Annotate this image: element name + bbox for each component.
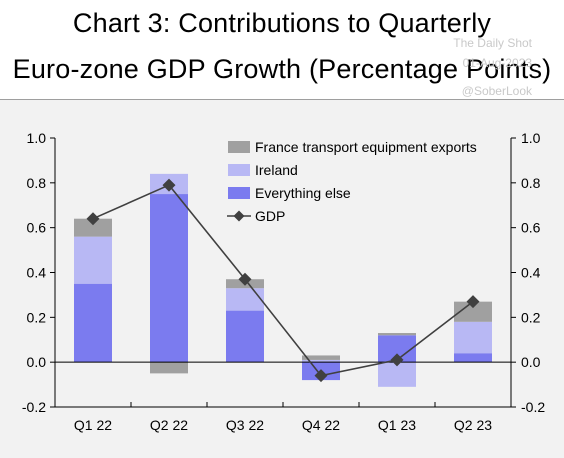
gdp-marker <box>390 353 404 367</box>
bar-segment <box>226 288 264 311</box>
legend-swatch <box>228 141 250 153</box>
watermark-date: 01-Aug-2023 <box>462 56 532 70</box>
right-tick-label: 0.2 <box>521 309 541 325</box>
x-tick-label: Q1 23 <box>378 417 416 433</box>
bar-segment <box>378 333 416 336</box>
right-tick-label: 0.8 <box>521 175 541 191</box>
bar-segment <box>454 353 492 363</box>
legend-label: GDP <box>255 208 285 224</box>
legend-marker-swatch <box>233 210 245 222</box>
left-tick-label: 1.0 <box>27 130 47 146</box>
chart-title-line-2: Euro-zone GDP Growth (Percentage Points) <box>12 54 552 84</box>
bar-segment <box>74 283 112 363</box>
bar-segment <box>226 310 264 363</box>
gdp-marker <box>314 369 328 383</box>
bar-segment <box>74 218 112 237</box>
bar-segment <box>454 301 492 322</box>
x-tick-label: Q2 23 <box>454 417 492 433</box>
legend-label: France transport equipment exports <box>255 139 477 155</box>
bar-segment <box>454 321 492 354</box>
gdp-marker <box>162 178 176 192</box>
gdp-marker <box>86 212 100 226</box>
bar-segment <box>302 355 340 360</box>
legend-label: Everything else <box>255 185 351 201</box>
x-tick-label: Q3 22 <box>226 417 264 433</box>
left-tick-label: 0.2 <box>27 309 47 325</box>
gdp-marker <box>238 272 252 286</box>
x-tick-label: Q2 22 <box>150 417 188 433</box>
left-tick-label: -0.2 <box>22 399 46 415</box>
x-tick-label: Q1 22 <box>74 417 112 433</box>
gdp-line <box>92 184 474 377</box>
bar-segment <box>150 194 188 363</box>
bar-segment <box>150 362 188 374</box>
bar-segment <box>302 359 340 363</box>
watermark-handle: @SoberLook <box>461 84 532 98</box>
chart-title-area: Chart 3: Contributions to Quarterly Euro… <box>0 0 564 100</box>
left-tick-label: 0.0 <box>27 354 47 370</box>
right-tick-label: 0.0 <box>521 354 541 370</box>
right-tick-label: 0.6 <box>521 220 541 236</box>
left-tick-label: 0.6 <box>27 220 47 236</box>
gdp-marker <box>466 295 480 309</box>
right-tick-label: -0.2 <box>521 399 545 415</box>
chart-title-line-1: Chart 3: Contributions to Quarterly <box>72 8 492 38</box>
right-tick-label: 1.0 <box>521 130 541 146</box>
right-tick-label: 0.4 <box>521 265 541 281</box>
left-tick-label: 0.4 <box>27 265 47 281</box>
legend-swatch <box>228 187 250 199</box>
bar-segment <box>74 236 112 284</box>
left-tick-label: 0.8 <box>27 175 47 191</box>
watermark-source: The Daily Shot <box>453 36 532 50</box>
legend-label: Ireland <box>255 162 298 178</box>
x-tick-label: Q4 22 <box>302 417 340 433</box>
legend-swatch <box>228 164 250 176</box>
